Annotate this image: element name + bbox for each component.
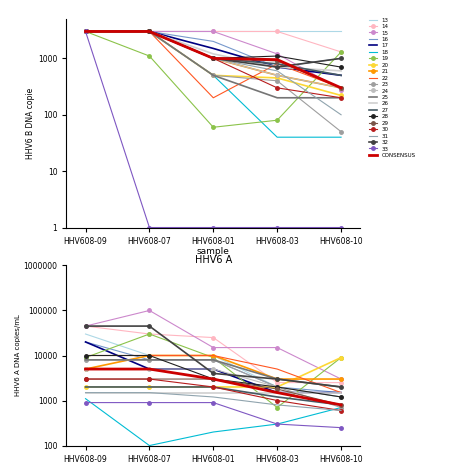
Y-axis label: HHV6 B DNA copie: HHV6 B DNA copie xyxy=(26,88,35,159)
Title: HHV6 A: HHV6 A xyxy=(195,255,232,264)
X-axis label: sample: sample xyxy=(197,247,230,256)
Legend: 13, 14, 15, 16, 17, 18, 19, 20, 21, 22, 23, 24, 25, 26, 27, 28, 29, 30, 31, 32, : 13, 14, 15, 16, 17, 18, 19, 20, 21, 22, … xyxy=(369,18,416,158)
Y-axis label: HHV6 A DNA copies/mL: HHV6 A DNA copies/mL xyxy=(15,315,20,396)
